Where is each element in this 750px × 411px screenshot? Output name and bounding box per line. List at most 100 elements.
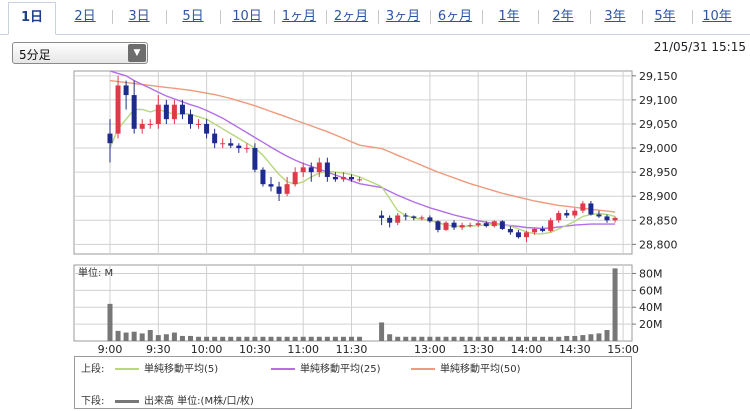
- volume-bar: [379, 322, 385, 341]
- time-tick-label: 13:30: [462, 343, 494, 356]
- volume-bar: [459, 336, 465, 341]
- candle-body: [123, 85, 129, 96]
- legend-item-ma50-label: 単純移動平均(50): [440, 364, 521, 375]
- volume-bar: [588, 334, 594, 341]
- candle-body: [212, 133, 218, 144]
- candle-body: [403, 215, 409, 217]
- candle-body: [612, 217, 618, 221]
- tab-2-days[interactable]: 2日: [74, 9, 96, 24]
- volume-bar: [332, 336, 338, 341]
- volume-bar: [244, 336, 250, 341]
- candle-body: [204, 123, 210, 134]
- chevron-down-icon[interactable]: ▼: [128, 44, 146, 62]
- axis-labels: 29,150 29,100 29,050 29,000 28,950 28,900 28,8…: [78, 70, 678, 356]
- volume-tick-label: 60M: [639, 284, 663, 297]
- tab-separator: [430, 10, 431, 24]
- candle-body: [171, 104, 177, 120]
- candle-body: [596, 214, 602, 217]
- volume-bar: [123, 332, 129, 341]
- tab-10-days[interactable]: 10日: [232, 9, 262, 24]
- legend-item-ma5-label: 単純移動平均(5): [144, 364, 219, 375]
- time-tick-label: 15:00: [607, 343, 639, 356]
- volume-bar: [556, 336, 562, 341]
- volume-bar: [284, 336, 290, 341]
- volume-bar: [179, 335, 185, 341]
- volume-bar: [411, 336, 417, 341]
- candle-body: [572, 210, 578, 216]
- volume-tick-label: 20M: [639, 318, 663, 331]
- volume-bar: [403, 336, 409, 341]
- candle-body: [236, 145, 242, 149]
- volume-bar: [188, 335, 193, 341]
- candle-body: [244, 148, 250, 150]
- volume-bar: [475, 336, 481, 341]
- tab-separator: [378, 10, 379, 24]
- candle-body: [395, 215, 401, 223]
- candle-body: [188, 114, 193, 124]
- price-tick-label: 29,100: [639, 94, 678, 107]
- legend-item-ma5: 単純移動平均(5): [115, 360, 218, 375]
- tab-1-month[interactable]: 1ヶ月: [281, 9, 317, 24]
- candle-body: [357, 179, 363, 181]
- time-tick-label: 11:30: [336, 343, 368, 356]
- volume-bar: [252, 336, 258, 341]
- interval-select[interactable]: 5分足 ▼: [12, 42, 148, 64]
- candle-body: [292, 172, 298, 185]
- volume-panel-frame: [73, 264, 633, 342]
- legend-item-ma25-label: 単純移動平均(25): [300, 364, 381, 375]
- candle-body: [451, 222, 457, 228]
- legend-item-volume-label: 出来高 単位:(M株/口/枚): [144, 396, 254, 407]
- volume-bar: [155, 335, 161, 341]
- volume-bar: [340, 336, 346, 341]
- candle-body: [147, 123, 153, 125]
- time-tick-label: 14:30: [559, 343, 591, 356]
- tab-3-years[interactable]: 3年: [604, 9, 626, 24]
- tab-separator: [692, 10, 693, 24]
- volume-bar: [596, 333, 602, 341]
- volume-bars: [107, 268, 618, 341]
- time-tick-label: 11:00: [287, 343, 319, 356]
- volume-bar: [276, 336, 282, 341]
- volume-tick-label: 80M: [639, 267, 663, 280]
- tab-10-years[interactable]: 10年: [702, 9, 732, 24]
- price-tick-label: 28,900: [639, 190, 678, 203]
- candle-body: [524, 232, 529, 238]
- volume-bar: [580, 335, 586, 341]
- volume-bar: [300, 336, 306, 341]
- candlesticks: [107, 75, 618, 242]
- period-tab-bar: 1日 2日 3日 5日 10日 1ヶ月 2ヶ月 3ヶ月 6ヶ月 1年 2年 3年…: [0, 0, 750, 35]
- volume-bar: [387, 334, 393, 341]
- candle-body: [284, 184, 290, 194]
- candle-body: [548, 220, 554, 231]
- candle-body: [228, 143, 234, 146]
- legend-lower-label: 下段:: [81, 396, 105, 407]
- tab-5-years[interactable]: 5年: [654, 9, 676, 24]
- tab-1-year[interactable]: 1年: [498, 9, 520, 24]
- volume-bar: [419, 336, 425, 341]
- candle-body: [131, 95, 137, 129]
- volume-bar: [604, 330, 610, 341]
- volume-bar: [515, 336, 521, 341]
- candle-body: [507, 228, 513, 233]
- legend-item-volume: 出来高 単位:(M株/口/枚): [115, 392, 254, 407]
- candle-body: [499, 221, 505, 229]
- tab-2-months[interactable]: 2ヶ月: [333, 9, 369, 24]
- candle-body: [308, 167, 314, 173]
- candle-body: [475, 223, 481, 226]
- tab-3-months[interactable]: 3ヶ月: [385, 9, 421, 24]
- tab-1-day[interactable]: 1日: [8, 2, 56, 35]
- volume-bar: [228, 336, 234, 341]
- time-tick-label: 13:00: [414, 343, 446, 356]
- tab-3-days[interactable]: 3日: [128, 9, 150, 24]
- volume-bar: [115, 330, 121, 341]
- price-panel-frame: [73, 70, 633, 255]
- tab-2-years[interactable]: 2年: [552, 9, 574, 24]
- candle-body: [459, 225, 465, 228]
- candle-body: [179, 104, 185, 115]
- volume-bar: [435, 336, 441, 341]
- tab-6-months[interactable]: 6ヶ月: [437, 9, 473, 24]
- tab-5-days[interactable]: 5日: [182, 9, 204, 24]
- volume-bar: [443, 336, 449, 341]
- candle-body: [324, 162, 330, 177]
- candle-body: [163, 104, 169, 120]
